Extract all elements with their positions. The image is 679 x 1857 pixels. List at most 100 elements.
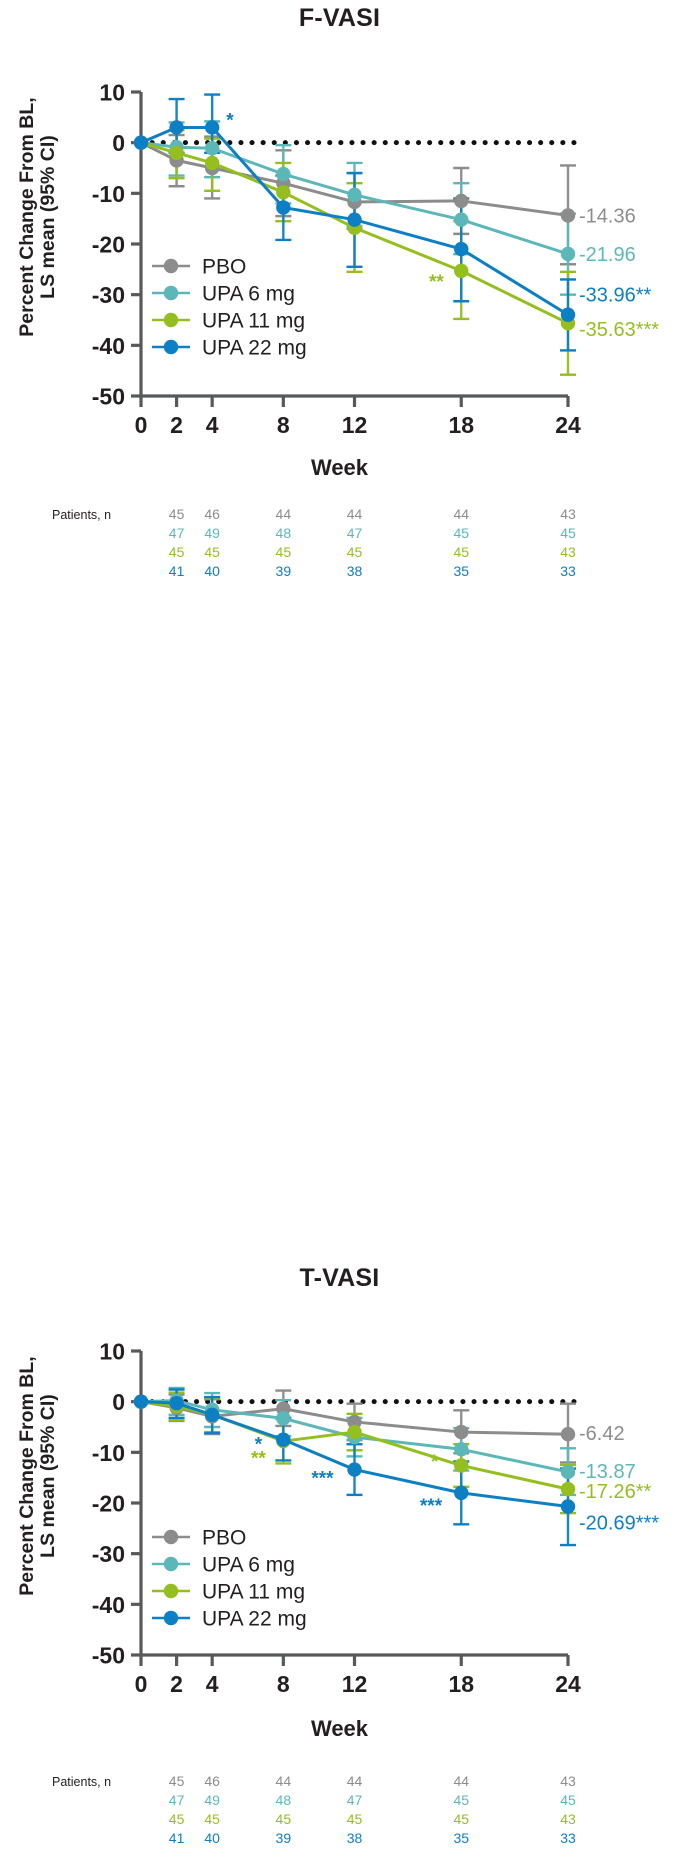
legend-label: UPA 6 mg <box>202 1554 295 1577</box>
patients-n-value: 47 <box>346 1792 363 1808</box>
data-point <box>204 1407 220 1423</box>
patients-n-value: 45 <box>168 506 185 522</box>
legend-item-upa-22-mg: UPA 22 mg <box>152 337 307 360</box>
endpoint-label: -17.26** <box>579 1481 651 1503</box>
data-point <box>454 263 469 279</box>
endpoint-labels: -6.42 -13.87-17.26** -20.69*** <box>579 1423 659 1534</box>
y-axis-tick-label: -20 <box>92 1491 125 1517</box>
x-axis-tick-label: 0 <box>135 1671 148 1697</box>
patients-n-value: 43 <box>560 506 576 522</box>
patients-n-value: 47 <box>168 525 185 541</box>
legend-label: UPA 11 mg <box>202 310 305 333</box>
patients-n-value: 40 <box>204 1830 220 1846</box>
data-point <box>133 135 149 150</box>
data-point <box>276 166 291 182</box>
patients-n-value: 33 <box>560 1830 576 1846</box>
axes: 100-10-20-30-40-500 2 4 8 12 18 24 <box>92 80 581 439</box>
data-point <box>276 1432 291 1447</box>
y-axis-tick-label: 0 <box>112 1389 125 1415</box>
patients-n-value: 44 <box>453 506 470 522</box>
patients-n-value: 38 <box>346 563 363 579</box>
patients-n-value: 35 <box>453 563 470 579</box>
patients-n-value: 48 <box>275 1792 292 1808</box>
patients-n-value: 43 <box>560 1811 576 1827</box>
significance-marker: * <box>431 1452 439 1473</box>
endpoint-label: -35.63*** <box>579 319 659 341</box>
endpoint-label: -21.96 <box>579 244 636 266</box>
y-axis-tick-label: -20 <box>92 232 125 258</box>
endpoint-label: -14.36 <box>579 205 636 227</box>
y-axis-tick-label: -40 <box>92 333 125 359</box>
legend-item-upa-6-mg: UPA 6 mg <box>152 1554 295 1577</box>
chart-title-fvasi: F-VASI <box>298 4 381 32</box>
legend-marker <box>163 285 179 301</box>
x-axis-tick-label: 4 <box>206 412 219 438</box>
legend-item-upa-6-mg: UPA 6 mg <box>152 283 295 306</box>
patients-n-value: 43 <box>560 1773 576 1789</box>
endpoint-labels: -14.36 -21.96 -35.63*** -33.96** <box>579 205 659 341</box>
legend-item-upa-11-mg: UPA 11 mg <box>152 1581 305 1604</box>
chart-panel-tvasi: T-VASI Percent Change From BL, LS mean (… <box>0 619 679 1846</box>
patients-n-value: 39 <box>275 1830 292 1846</box>
endpoint-label: -6.42 <box>579 1423 625 1445</box>
patients-n-value: 35 <box>453 1830 470 1846</box>
patients-n-value: 48 <box>275 525 292 541</box>
data-point <box>454 241 469 257</box>
data-point <box>560 1464 576 1480</box>
legend-marker <box>163 1610 179 1626</box>
data-point <box>169 1395 184 1411</box>
data-point <box>347 1462 362 1477</box>
x-axis-tick-label: 4 <box>206 1671 219 1697</box>
data-point <box>560 307 576 322</box>
endpoint-label: -20.69*** <box>579 1512 659 1534</box>
plot-area-tvasi: 10 0 -10 -20 -30 -40 -50 0 2 4 8 12 18 24 -6.42 -13.87-… <box>0 1259 679 1699</box>
patients-n-value: 47 <box>168 1792 185 1808</box>
patients-n-value: 45 <box>168 1811 185 1827</box>
legend-label: UPA 22 mg <box>202 337 307 360</box>
legend-marker <box>163 312 179 328</box>
y-axis-tick-label: -30 <box>92 282 125 308</box>
legend-item-upa-11-mg: UPA 11 mg <box>152 310 305 333</box>
patients-n-value: 44 <box>275 1773 292 1789</box>
axes: 100-10-20-30-40-500 2 4 8 12 18 24 <box>92 1339 581 1698</box>
y-axis-tick-label: -40 <box>92 1592 125 1618</box>
data-point <box>204 120 220 135</box>
x-axis-tick-label: 24 <box>555 412 581 438</box>
legend-label: UPA 6 mg <box>202 283 295 306</box>
data-point <box>454 1442 469 1457</box>
y-axis-tick-label: 10 <box>99 1339 125 1365</box>
data-point <box>560 1426 576 1442</box>
data-point <box>276 1411 291 1426</box>
patients-n-value: 39 <box>275 563 292 579</box>
plot-area-fvasi: 10 0 -10 -20 -30 -40 -50 0 2 4 8 12 18 24 -14.36 -21.96… <box>0 0 679 440</box>
significance-marker: * <box>226 110 234 131</box>
data-point <box>347 1424 362 1440</box>
patients-n-value: 38 <box>346 1830 363 1846</box>
series-upa-22-mg <box>133 120 576 322</box>
significance-marker: ** <box>429 272 444 293</box>
y-axis-tick-label: -50 <box>92 1643 125 1669</box>
patients-n-value: 47 <box>346 525 363 541</box>
data-point <box>347 212 362 227</box>
patients-n-value: 45 <box>168 544 185 560</box>
legend-item-upa-22-mg: UPA 22 mg <box>152 1608 307 1631</box>
patients-n-value: 49 <box>204 1792 220 1808</box>
legend-marker <box>163 258 179 274</box>
patients-n-value: 45 <box>204 1811 220 1827</box>
patients-n-value: 44 <box>453 1773 470 1789</box>
x-axis-tick-label: 18 <box>448 1671 474 1697</box>
patients-n-value: 41 <box>168 563 185 579</box>
patients-n-value: 45 <box>453 544 470 560</box>
data-point <box>276 200 291 215</box>
data-point <box>169 145 184 160</box>
patients-n-value: 44 <box>346 506 363 522</box>
legend-marker <box>163 1556 179 1572</box>
x-axis-tick-label: 8 <box>277 1671 290 1697</box>
patients-table-tvasi: Patients, n 45 46 44 44 44 43 47 49 48 47 45 45 45 45… <box>0 1767 679 1857</box>
data-point <box>560 1499 576 1514</box>
x-axis-tick-label: 8 <box>277 412 290 438</box>
legend-item-pbo: PBO <box>152 1527 246 1550</box>
patients-n-value: 45 <box>275 544 292 560</box>
data-point <box>560 246 576 262</box>
patients-n-value: 46 <box>204 1773 220 1789</box>
